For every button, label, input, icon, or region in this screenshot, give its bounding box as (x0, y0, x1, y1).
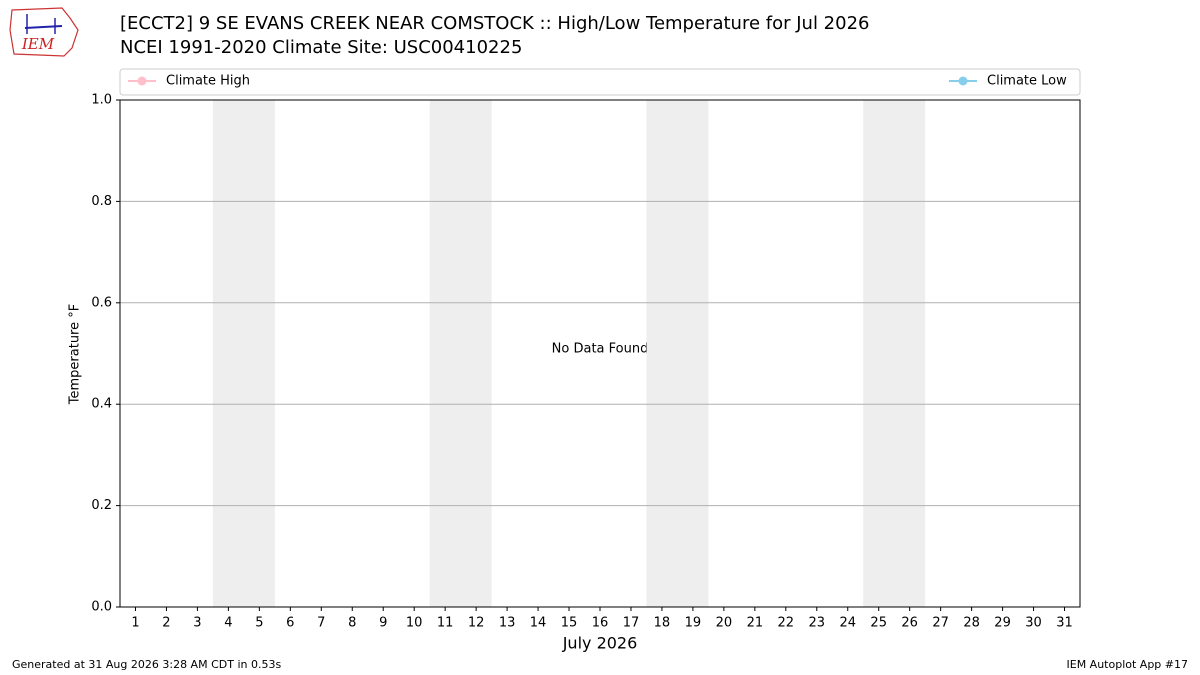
x-tick-label: 30 (1025, 616, 1042, 631)
x-tick-label: 15 (561, 616, 578, 631)
x-tick-label: 5 (255, 616, 263, 631)
plot-frame (119, 99, 1081, 608)
x-tick-label: 23 (809, 616, 826, 631)
logo: IEM (9, 7, 79, 57)
x-tick-label: 16 (592, 616, 609, 631)
weekend-shade (212, 100, 275, 607)
x-tick-label: 2 (162, 616, 170, 631)
x-tick-label: 14 (530, 616, 547, 631)
footer-right: IEM Autoplot App #17 (1067, 658, 1189, 671)
y-tick-label: 0.4 (91, 397, 112, 412)
x-tick-label: 7 (317, 616, 325, 631)
x-tick-label: 17 (623, 616, 640, 631)
x-tick-label: 29 (994, 616, 1011, 631)
x-tick-label: 25 (870, 616, 887, 631)
x-tick-label: 21 (747, 616, 764, 631)
annotation: No Data Found (552, 342, 649, 357)
weekend-shade (863, 100, 926, 607)
x-tick-label: 28 (963, 616, 980, 631)
legend-label: Climate Low (987, 74, 1067, 89)
x-tick-label: 22 (778, 616, 795, 631)
y-axis-label: Temperature °F (68, 304, 83, 405)
weekend-shade (429, 100, 492, 607)
x-tick-label: 12 (468, 616, 485, 631)
legend-label: Climate High (166, 74, 250, 89)
y-tick-label: 0.6 (91, 295, 112, 310)
x-tick-label: 13 (499, 616, 516, 631)
x-tick-label: 9 (379, 616, 387, 631)
x-tick-label: 11 (437, 616, 454, 631)
y-tick-label: 0.2 (91, 498, 112, 513)
y-tick-label: 0.8 (91, 194, 112, 209)
x-tick-label: 18 (654, 616, 671, 631)
x-tick-label: 19 (685, 616, 702, 631)
x-axis-label: July 2026 (562, 634, 638, 653)
legend-marker (137, 76, 147, 86)
logo-bar (24, 25, 63, 29)
weekend-shade (646, 100, 709, 607)
x-tick-label: 26 (901, 616, 918, 631)
x-tick-label: 8 (348, 616, 356, 631)
x-tick-label: 31 (1056, 616, 1073, 631)
x-tick-label: 1 (131, 616, 139, 631)
y-tick-label: 0.0 (91, 600, 112, 615)
x-tick-label: 10 (406, 616, 423, 631)
footer-left: Generated at 31 Aug 2026 3:28 AM CDT in … (12, 658, 281, 671)
chart-title: [ECCT2] 9 SE EVANS CREEK NEAR COMSTOCK :… (120, 13, 869, 34)
legend-box (119, 68, 1081, 96)
x-tick-label: 27 (932, 616, 949, 631)
logo-text: IEM (21, 35, 55, 53)
x-tick-label: 6 (286, 616, 294, 631)
legend-marker (958, 76, 968, 86)
x-tick-label: 3 (193, 616, 201, 631)
chart-subtitle: NCEI 1991-2020 Climate Site: USC00410225 (120, 37, 522, 58)
x-tick-label: 4 (224, 616, 232, 631)
y-tick-label: 1.0 (91, 93, 112, 108)
x-tick-label: 20 (716, 616, 733, 631)
x-tick-label: 24 (839, 616, 856, 631)
